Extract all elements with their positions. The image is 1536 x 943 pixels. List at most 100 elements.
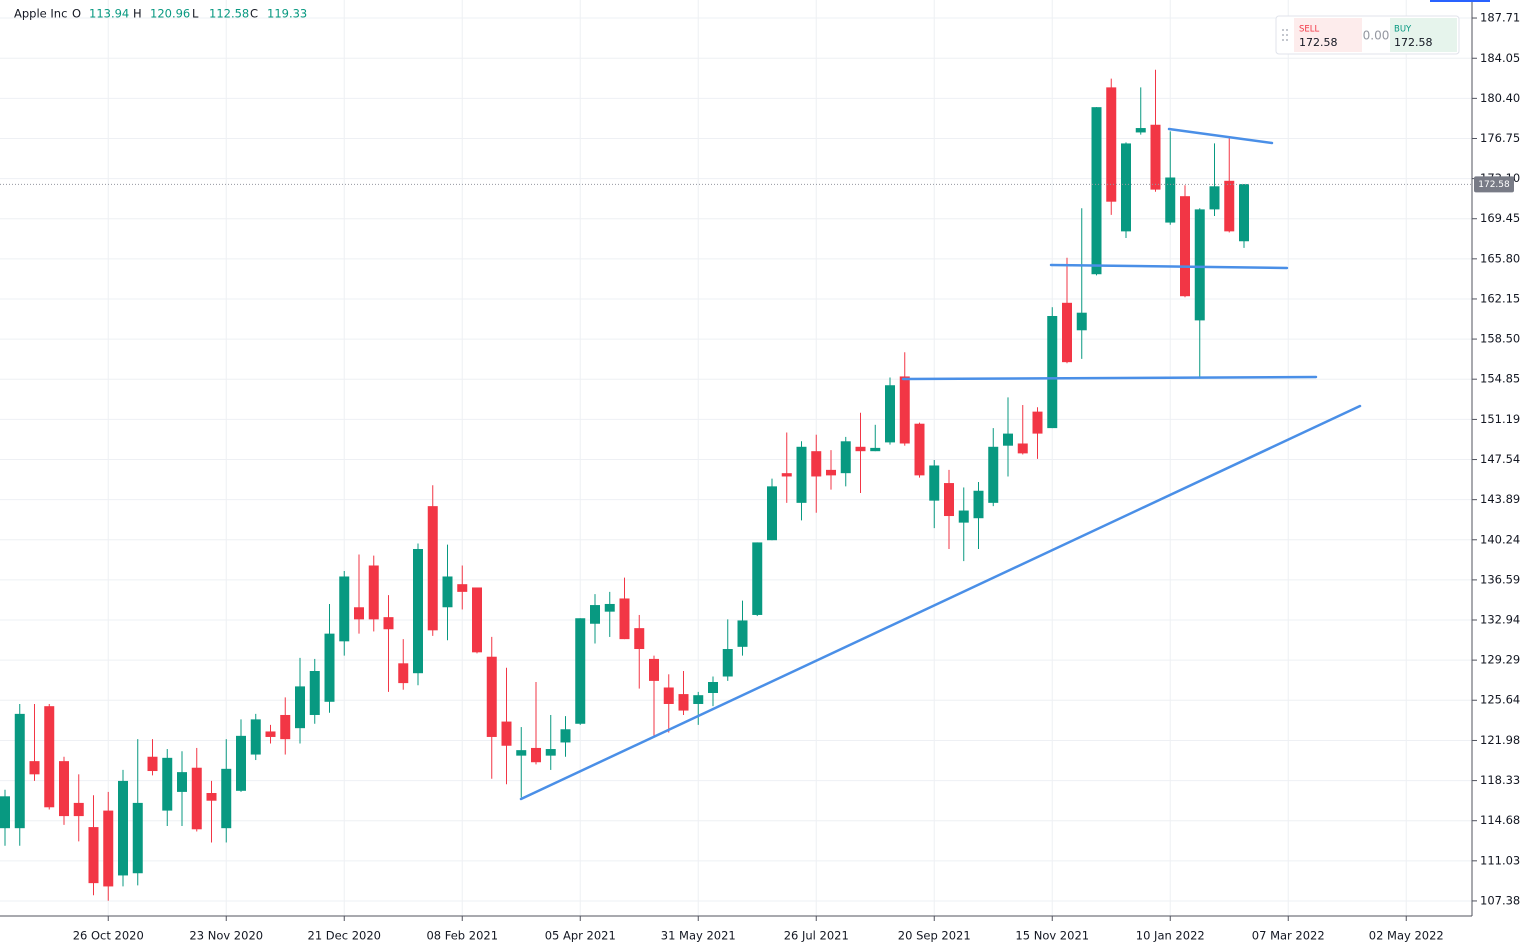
candle-body bbox=[973, 490, 984, 519]
candle-body bbox=[1194, 209, 1205, 321]
candle-body bbox=[545, 749, 556, 756]
y-tick-label: 151.19 bbox=[1480, 412, 1520, 426]
y-tick-label: 125.64 bbox=[1480, 693, 1520, 707]
trend-line bbox=[1049, 263, 1289, 270]
candle-body bbox=[1091, 107, 1102, 275]
candle-body bbox=[1017, 443, 1028, 454]
candle-body bbox=[988, 446, 999, 503]
candle-body bbox=[309, 671, 320, 715]
y-tick-label: 180.40 bbox=[1480, 91, 1520, 105]
candle-body bbox=[88, 827, 99, 884]
candle-body bbox=[177, 772, 187, 792]
selection-bar bbox=[1430, 0, 1490, 2]
y-tick-label: 111.03 bbox=[1480, 853, 1520, 867]
candle-body bbox=[486, 656, 497, 737]
candle-body bbox=[1224, 180, 1235, 232]
last-price: 172.58 bbox=[0, 176, 1514, 193]
symbol-name: Apple Inc bbox=[14, 7, 67, 21]
candle-body bbox=[663, 687, 674, 704]
candle-body bbox=[958, 510, 969, 523]
candle-body bbox=[678, 694, 689, 711]
candle-body bbox=[604, 603, 615, 612]
legend-value: 112.58 bbox=[209, 7, 249, 21]
spread: 0.00 bbox=[1363, 29, 1390, 43]
candle-body bbox=[840, 441, 851, 474]
candle-body bbox=[14, 713, 25, 829]
y-tick-label: 158.50 bbox=[1480, 332, 1520, 346]
candle-body bbox=[472, 587, 482, 653]
x-tick-label: 02 May 2022 bbox=[1369, 929, 1444, 943]
legend-value: 120.96 bbox=[150, 7, 190, 21]
candle-body bbox=[501, 721, 512, 746]
x-tick-label: 10 Jan 2022 bbox=[1136, 929, 1205, 943]
y-tick-label: 147.54 bbox=[1480, 452, 1520, 466]
drag-handle bbox=[1282, 29, 1288, 41]
buy-price: 172.58 bbox=[1394, 36, 1433, 49]
candle-body bbox=[295, 686, 305, 729]
candle-body bbox=[118, 780, 128, 876]
trend-lines bbox=[519, 127, 1362, 801]
trend-line bbox=[901, 375, 1318, 381]
candle-body bbox=[44, 706, 55, 808]
y-tick-label: 121.98 bbox=[1480, 733, 1520, 747]
x-tick-label: 08 Feb 2021 bbox=[426, 929, 498, 943]
y-tick-label: 114.68 bbox=[1480, 813, 1520, 827]
candle-body bbox=[191, 767, 202, 830]
candle-body bbox=[1076, 312, 1087, 331]
x-tick-label: 21 Dec 2020 bbox=[308, 929, 381, 943]
candle-body bbox=[324, 633, 335, 702]
candle-body bbox=[737, 620, 748, 647]
candle-body bbox=[649, 658, 659, 681]
candle-body bbox=[516, 750, 527, 756]
last-price-label: 172.58 bbox=[1478, 180, 1510, 190]
y-tick-label: 154.85 bbox=[1480, 372, 1520, 386]
candle-body bbox=[132, 802, 143, 874]
y-tick-label: 118.33 bbox=[1480, 773, 1520, 787]
y-tick-label: 136.59 bbox=[1480, 572, 1520, 586]
candle-body bbox=[944, 483, 954, 517]
x-tick-label: 20 Sep 2021 bbox=[898, 929, 971, 943]
candle-body bbox=[811, 451, 822, 477]
candle-body bbox=[147, 756, 158, 772]
candle-body bbox=[899, 376, 910, 444]
candle-body bbox=[221, 768, 232, 829]
candle-body bbox=[914, 423, 925, 476]
candle-body bbox=[59, 761, 69, 817]
candle-body bbox=[722, 649, 733, 677]
candle-body bbox=[1209, 186, 1220, 210]
last-price-tag bbox=[1474, 176, 1514, 193]
candle-body bbox=[575, 618, 586, 724]
candle-body bbox=[339, 576, 350, 642]
candles bbox=[0, 69, 1249, 901]
candle-body bbox=[29, 761, 40, 775]
candle-body bbox=[0, 796, 10, 829]
candle-body bbox=[870, 447, 881, 452]
sell-button[interactable] bbox=[1294, 18, 1362, 52]
sell-label: SELL bbox=[1299, 25, 1320, 35]
candle-body bbox=[619, 598, 630, 640]
legend-label: L bbox=[192, 7, 199, 21]
y-tick-label: 107.38 bbox=[1480, 893, 1520, 907]
y-tick-label: 132.94 bbox=[1480, 613, 1520, 627]
candle-body bbox=[1121, 143, 1131, 232]
candle-body bbox=[826, 469, 836, 476]
x-tick-label: 23 Nov 2020 bbox=[189, 929, 263, 943]
x-tick-label: 31 May 2021 bbox=[661, 929, 736, 943]
trend-line bbox=[519, 404, 1362, 801]
candle-body bbox=[442, 576, 453, 608]
candle-body bbox=[1150, 124, 1161, 190]
candle-body bbox=[781, 473, 792, 477]
candle-body bbox=[354, 607, 364, 620]
candle-body bbox=[590, 605, 600, 624]
candle-body bbox=[457, 584, 468, 592]
y-tick-label: 140.24 bbox=[1480, 532, 1520, 546]
trade-panel[interactable]: SELL 172.58 0.00 BUY 172.58 bbox=[1275, 15, 1460, 55]
candle-body bbox=[427, 506, 438, 631]
y-tick-label: 187.71 bbox=[1480, 11, 1520, 25]
candle-body bbox=[1180, 196, 1190, 297]
candle-body bbox=[398, 663, 409, 684]
buy-button[interactable] bbox=[1390, 18, 1457, 52]
